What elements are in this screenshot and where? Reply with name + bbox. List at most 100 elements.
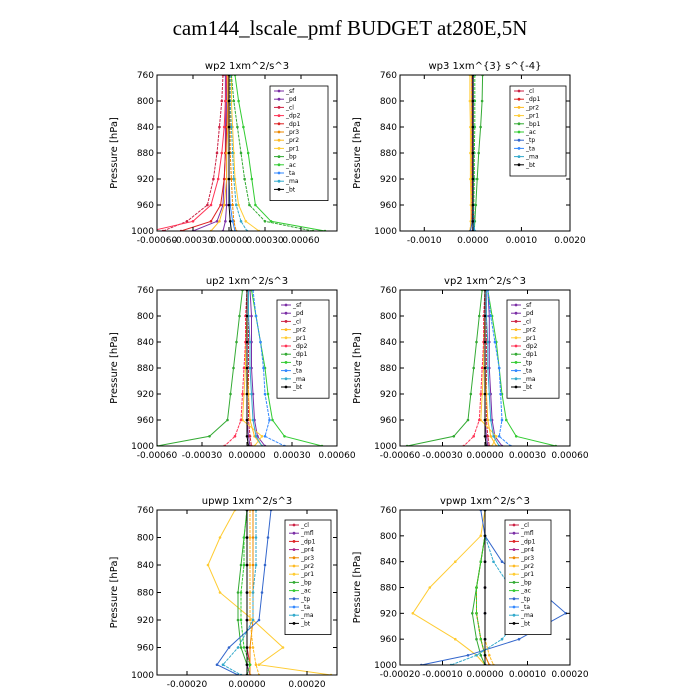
series-point	[235, 340, 238, 344]
legend-label: _tp	[292, 359, 302, 366]
legend-marker	[512, 613, 516, 617]
legend-label: _pr1	[522, 335, 536, 342]
series-point	[472, 435, 476, 438]
legend-marker	[292, 572, 296, 576]
series-point	[234, 203, 238, 207]
series-point	[248, 340, 252, 344]
legend-label: _ac	[300, 588, 311, 595]
legend-label: _dp1	[292, 351, 308, 358]
series-point	[227, 646, 231, 649]
series-point	[242, 366, 246, 370]
series-point	[250, 177, 254, 181]
legend-marker	[514, 352, 518, 356]
legend-marker	[277, 114, 281, 117]
series-point	[486, 340, 490, 344]
series-point	[500, 637, 504, 641]
x-tick-label: 0.0020	[554, 236, 586, 246]
series-point	[232, 99, 236, 103]
series-point	[469, 392, 473, 396]
x-tick-label: -0.00030	[182, 451, 223, 461]
series-point	[243, 177, 246, 181]
legend-label: _ta	[292, 368, 302, 375]
y-tick-label: 1000	[374, 661, 397, 671]
y-tick-label: 960	[380, 416, 397, 426]
series-point	[483, 392, 487, 396]
legend-marker	[277, 89, 281, 93]
series-point	[488, 392, 491, 396]
series-line-ma	[229, 75, 248, 231]
y-tick-label: 920	[137, 390, 154, 400]
y-tick-label: 760	[137, 506, 154, 516]
series-line-bt	[484, 290, 487, 446]
series-point	[237, 203, 240, 207]
series-line-dp1	[406, 290, 483, 446]
legend-label: _ta	[285, 170, 295, 177]
legend-label: _sf	[522, 302, 532, 309]
series-line-pd	[249, 290, 266, 446]
series-point	[505, 418, 508, 422]
legend-marker	[512, 540, 516, 543]
series-line-cl	[162, 75, 224, 231]
x-tick-label: 0.00060	[318, 451, 355, 461]
y-tick-label: 800	[137, 97, 154, 107]
series-point	[231, 151, 234, 155]
legend-marker	[277, 163, 281, 167]
legend-label: _cl	[292, 318, 301, 325]
series-point	[492, 435, 495, 438]
series-point	[218, 591, 222, 594]
series-line-pr1	[469, 75, 472, 231]
series-line-ac	[234, 75, 326, 231]
series-point	[475, 586, 478, 589]
legend-marker	[512, 523, 516, 527]
series-point	[483, 654, 487, 657]
series-point	[497, 366, 501, 370]
x-tick-label: -0.00020	[167, 680, 208, 690]
x-tick-label: 0.00000	[228, 451, 265, 461]
y-axis-label: Pressure [hPa]	[352, 332, 363, 404]
series-point	[266, 392, 270, 396]
series-group	[411, 510, 568, 665]
series-point	[208, 435, 211, 438]
x-tick-label: -0.00060	[380, 451, 421, 461]
legend-marker	[277, 138, 281, 142]
series-point	[493, 340, 497, 344]
legend-label: _pd	[285, 96, 297, 103]
series-line-dp2	[224, 290, 248, 446]
series-point	[227, 125, 231, 129]
series-point	[263, 435, 267, 438]
series-point	[251, 618, 255, 622]
series-point	[477, 151, 481, 155]
series-point	[254, 536, 258, 539]
legend-marker	[292, 589, 296, 592]
series-point	[227, 99, 231, 103]
series-point	[246, 151, 250, 155]
legend: _cl_mfl_dp1_pr4_pr3_pr2_pr1_bp_ac_tp_ta_…	[504, 519, 552, 635]
legend-label: _pr3	[300, 555, 314, 562]
legend-marker	[277, 179, 281, 183]
series-point	[269, 220, 273, 223]
legend-marker	[292, 523, 296, 527]
y-tick-label: 800	[137, 312, 154, 322]
series-point	[479, 560, 483, 563]
legend-label: _dp2	[285, 113, 301, 120]
series-point	[232, 177, 236, 181]
series-point	[475, 340, 478, 344]
series-point	[471, 99, 475, 103]
legend-label: _pr2	[285, 137, 299, 144]
series-group	[468, 75, 484, 231]
legend-label: _pr1	[300, 571, 314, 578]
series-line-pr2	[469, 75, 472, 231]
series-point	[483, 418, 487, 422]
series-line-dp2	[463, 290, 486, 446]
series-point	[471, 125, 475, 129]
series-point	[215, 151, 219, 155]
series-point	[475, 654, 478, 657]
series-point	[245, 366, 249, 370]
y-tick-label: 760	[137, 286, 154, 296]
legend-marker	[512, 597, 516, 601]
panel-1: wp2 1xm^2/s^37608008408809209601000-0.00…	[109, 61, 338, 246]
legend-marker	[517, 147, 521, 150]
y-tick-label: 800	[380, 312, 397, 322]
legend-label: _bp	[285, 154, 297, 161]
series-point	[245, 663, 249, 666]
